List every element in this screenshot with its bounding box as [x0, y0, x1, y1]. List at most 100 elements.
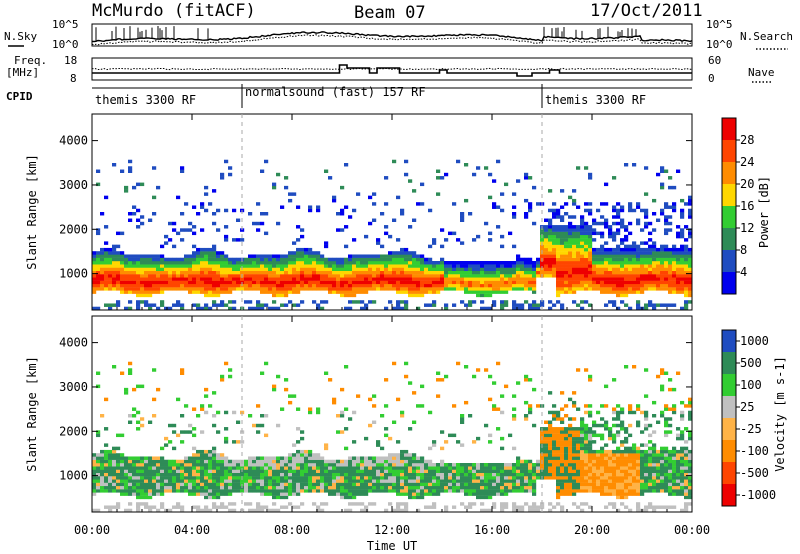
- velocity-cell: [452, 466, 457, 470]
- velocity-cell: [612, 502, 617, 506]
- power-cell: [396, 264, 401, 268]
- velocity-cell: [316, 410, 321, 415]
- power-cell: [356, 192, 361, 196]
- power-cell: [496, 287, 501, 291]
- velocity-cell: [256, 505, 261, 509]
- velocity-cell: [596, 456, 601, 460]
- power-cell: [100, 257, 105, 262]
- velocity-cell: [616, 472, 621, 477]
- velocity-cell: [664, 485, 669, 490]
- power-cell: [616, 221, 621, 226]
- velocity-cell: [356, 463, 361, 467]
- velocity-cell: [468, 482, 473, 487]
- power-cell: [628, 283, 633, 288]
- power-cell: [560, 215, 565, 219]
- velocity-cell: [340, 430, 345, 434]
- velocity-cell: [196, 456, 201, 460]
- power-cell: [296, 280, 301, 285]
- power-cell: [352, 300, 357, 304]
- velocity-cell: [316, 469, 321, 473]
- velocity-cell: [652, 489, 657, 493]
- power-cell: [512, 212, 517, 216]
- power-cell: [608, 267, 613, 271]
- velocity-cell: [460, 463, 465, 467]
- power-cell: [136, 306, 141, 311]
- velocity-cell: [628, 476, 633, 480]
- power-cell: [568, 234, 573, 239]
- power-cell: [316, 306, 321, 311]
- power-cell: [216, 287, 221, 291]
- velocity-cell: [224, 456, 229, 460]
- power-cell: [532, 185, 537, 190]
- velocity-cell: [640, 463, 645, 467]
- velocity-cell: [624, 495, 629, 500]
- velocity-cell: [512, 485, 517, 490]
- velocity-cell: [236, 489, 241, 493]
- power-cell: [192, 254, 197, 258]
- velocity-cell: [140, 423, 145, 428]
- power-cell: [92, 254, 97, 258]
- velocity-cell: [452, 505, 457, 509]
- power-cell: [656, 257, 661, 262]
- power-cell: [100, 270, 105, 275]
- velocity-cell: [400, 489, 405, 493]
- power-cell: [332, 261, 337, 265]
- power-cell: [160, 270, 165, 275]
- velocity-cell: [348, 466, 353, 470]
- power-cell: [228, 274, 233, 278]
- velocity-cell: [612, 479, 617, 483]
- velocity-cell: [160, 502, 165, 506]
- velocity-cell: [136, 489, 141, 493]
- power-cell: [592, 287, 597, 291]
- velocity-cell: [416, 479, 421, 483]
- power-cell: [600, 290, 605, 294]
- velocity-cell: [352, 459, 357, 464]
- power-cell: [280, 277, 285, 281]
- power-cell: [568, 257, 573, 262]
- velocity-cell: [560, 417, 565, 421]
- power-cell: [372, 267, 377, 271]
- power-cell: [680, 264, 685, 268]
- velocity-cell: [500, 394, 505, 398]
- power-cell: [136, 300, 141, 304]
- power-cell: [680, 251, 685, 255]
- velocity-cell: [312, 485, 317, 490]
- velocity-cell: [592, 456, 597, 460]
- velocity-cell: [320, 479, 325, 483]
- power-cell: [244, 264, 249, 268]
- power-cell: [684, 293, 689, 298]
- power-cell: [292, 192, 297, 196]
- power-cell: [476, 264, 481, 268]
- power-cell: [372, 274, 377, 278]
- power-cell: [112, 254, 117, 258]
- velocity-cell: [416, 463, 421, 467]
- velocity-cell: [660, 505, 665, 509]
- power-cell: [652, 283, 657, 288]
- velocity-cell: [504, 463, 509, 467]
- velocity-cell: [112, 469, 117, 473]
- power-cell: [480, 293, 485, 298]
- velocity-cell: [556, 469, 561, 473]
- velocity-cell: [408, 476, 413, 480]
- power-cell: [156, 287, 161, 291]
- power-cell: [648, 277, 653, 281]
- velocity-cell: [476, 495, 481, 500]
- velocity-cell: [232, 508, 237, 513]
- power-cell: [168, 274, 173, 278]
- power-cell: [132, 274, 137, 278]
- power-cell: [252, 280, 257, 285]
- power-cell: [584, 261, 589, 265]
- velocity-cell: [372, 485, 377, 490]
- power-cell: [612, 238, 617, 242]
- velocity-cell: [104, 469, 109, 473]
- velocity-cell: [104, 489, 109, 493]
- power-cell: [156, 264, 161, 268]
- power-cell: [556, 280, 561, 285]
- power-cell: [104, 274, 109, 278]
- power-cell: [280, 280, 285, 285]
- velocity-cell: [492, 492, 497, 496]
- velocity-cell: [312, 476, 317, 480]
- power-cell: [380, 244, 385, 249]
- power-cell: [464, 303, 469, 307]
- colorbar-segment: [722, 250, 736, 273]
